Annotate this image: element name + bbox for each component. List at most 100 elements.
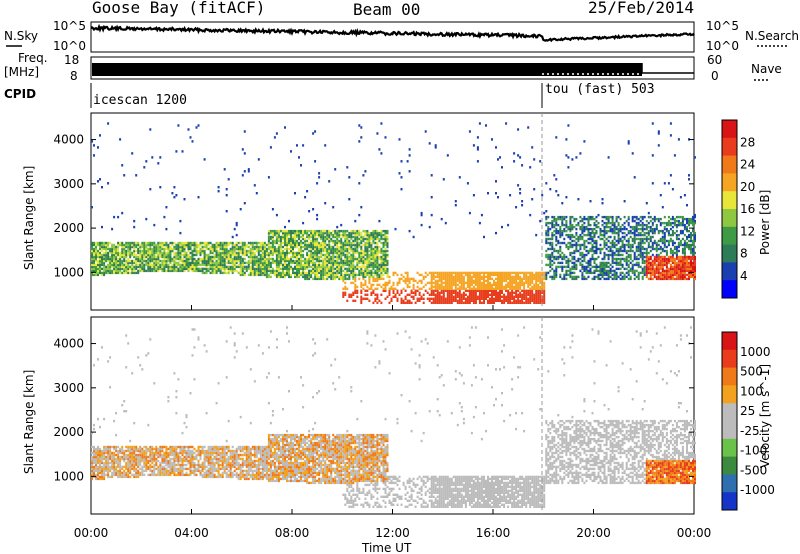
range-cell bbox=[382, 241, 385, 245]
range-cell bbox=[637, 243, 640, 247]
range-cell bbox=[314, 235, 317, 239]
range-cell bbox=[497, 299, 499, 302]
range-cell bbox=[267, 265, 270, 269]
range-cell bbox=[428, 299, 431, 302]
range-cell bbox=[334, 261, 337, 265]
range-cell bbox=[615, 249, 618, 253]
range-cell bbox=[555, 275, 558, 279]
range-cell bbox=[661, 277, 664, 281]
range-cell bbox=[149, 247, 152, 251]
range-cell bbox=[294, 233, 296, 237]
range-cell bbox=[434, 285, 437, 289]
range-cell bbox=[637, 261, 640, 265]
range-cell bbox=[316, 277, 319, 281]
range-cell bbox=[675, 219, 678, 223]
range-cell bbox=[223, 249, 226, 253]
range-cell bbox=[336, 271, 339, 275]
range-cell bbox=[147, 255, 150, 259]
range-cell bbox=[575, 223, 578, 227]
range-cell bbox=[175, 243, 178, 247]
range-cell bbox=[597, 221, 600, 225]
range-cell bbox=[179, 253, 182, 257]
range-cell bbox=[462, 275, 465, 279]
range-cell bbox=[673, 261, 676, 265]
range-cell bbox=[533, 277, 536, 281]
range-cell bbox=[495, 289, 497, 292]
range-cell bbox=[621, 263, 624, 267]
range-cell bbox=[183, 251, 186, 255]
range-cell bbox=[97, 243, 99, 247]
range-cell bbox=[320, 249, 323, 253]
range-cell bbox=[573, 239, 576, 243]
range-cell bbox=[302, 265, 305, 269]
range-cell bbox=[555, 273, 558, 277]
range-cell bbox=[376, 233, 379, 237]
range-cell bbox=[356, 241, 359, 245]
range-cell bbox=[257, 259, 260, 263]
range-cell bbox=[647, 245, 650, 249]
range-cell bbox=[468, 289, 471, 292]
range-cell bbox=[113, 269, 116, 273]
range-cell bbox=[386, 273, 389, 277]
range-cell bbox=[647, 251, 650, 255]
range-cell bbox=[356, 261, 359, 265]
range-cell bbox=[605, 271, 608, 275]
range-cell bbox=[290, 241, 292, 245]
range-cell bbox=[669, 265, 672, 269]
range-cell bbox=[239, 255, 242, 259]
range-cell bbox=[541, 194, 544, 197]
range-cell bbox=[440, 295, 443, 298]
range-cell bbox=[631, 249, 634, 253]
range-cell bbox=[595, 241, 598, 245]
range-cell bbox=[507, 281, 510, 285]
range-cell bbox=[286, 273, 288, 277]
range-cell bbox=[259, 241, 262, 245]
range-cell bbox=[543, 271, 546, 275]
range-cell bbox=[269, 251, 272, 255]
range-cell bbox=[179, 257, 182, 261]
range-cell bbox=[573, 251, 576, 255]
range-cell bbox=[519, 271, 522, 275]
range-cell bbox=[354, 271, 357, 275]
range-cell bbox=[434, 289, 437, 292]
range-cell bbox=[233, 255, 236, 259]
range-cell bbox=[263, 255, 266, 259]
range-cell bbox=[233, 269, 236, 273]
range-cell bbox=[476, 136, 479, 139]
range-cell bbox=[613, 231, 616, 235]
range-cell bbox=[143, 251, 146, 255]
range-cell bbox=[485, 279, 487, 283]
range-cell bbox=[585, 269, 588, 273]
range-cell bbox=[376, 132, 379, 135]
range-cell bbox=[623, 257, 626, 261]
range-cell bbox=[581, 235, 584, 239]
range-cell bbox=[402, 299, 405, 302]
range-cell bbox=[344, 259, 347, 263]
range-cell bbox=[263, 269, 266, 273]
range-cell bbox=[316, 231, 319, 235]
range-cell bbox=[326, 237, 329, 241]
range-cell bbox=[511, 295, 514, 298]
range-cell bbox=[595, 245, 598, 249]
range-cell bbox=[101, 263, 103, 267]
range-cell bbox=[551, 223, 554, 227]
range-cell bbox=[338, 277, 341, 281]
range-cell bbox=[330, 271, 333, 275]
range-cell bbox=[279, 243, 282, 247]
range-cell bbox=[567, 273, 570, 277]
range-cell bbox=[193, 267, 196, 271]
range-cell bbox=[569, 229, 572, 233]
range-cell bbox=[470, 287, 473, 290]
range-cell bbox=[392, 281, 395, 285]
range-cell bbox=[350, 295, 353, 298]
range-cell bbox=[603, 265, 606, 269]
range-cell bbox=[269, 269, 272, 273]
range-cell bbox=[585, 265, 588, 269]
range-cell bbox=[320, 277, 323, 281]
range-cell bbox=[669, 251, 672, 255]
range-cell bbox=[633, 235, 636, 239]
range-cell bbox=[442, 299, 445, 302]
range-cell bbox=[219, 265, 222, 269]
range-cell bbox=[195, 253, 198, 257]
range-cell bbox=[531, 279, 534, 283]
